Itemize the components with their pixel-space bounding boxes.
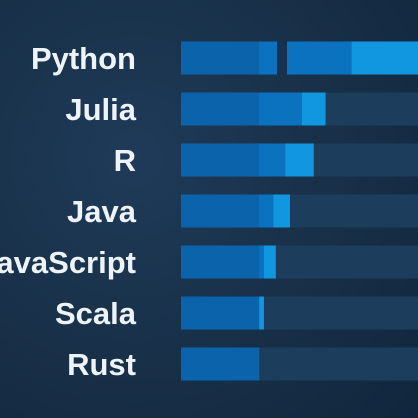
bar-base-segment	[181, 245, 260, 279]
bar-base-segment	[181, 143, 260, 177]
bar-gap	[277, 41, 287, 75]
bar-base-segment	[181, 41, 260, 75]
category-label: Scala	[55, 296, 137, 331]
bar-base-segment	[181, 194, 260, 228]
category-label: Rust	[67, 347, 136, 382]
bar-base-segment	[181, 296, 260, 330]
category-label: Julia	[65, 92, 136, 127]
bar-base-segment	[181, 92, 260, 126]
category-label: avaScript	[0, 245, 136, 280]
category-label: Python	[31, 41, 136, 76]
category-label: Java	[67, 194, 137, 229]
category-label: R	[114, 143, 136, 178]
bar-base-segment	[181, 347, 260, 381]
